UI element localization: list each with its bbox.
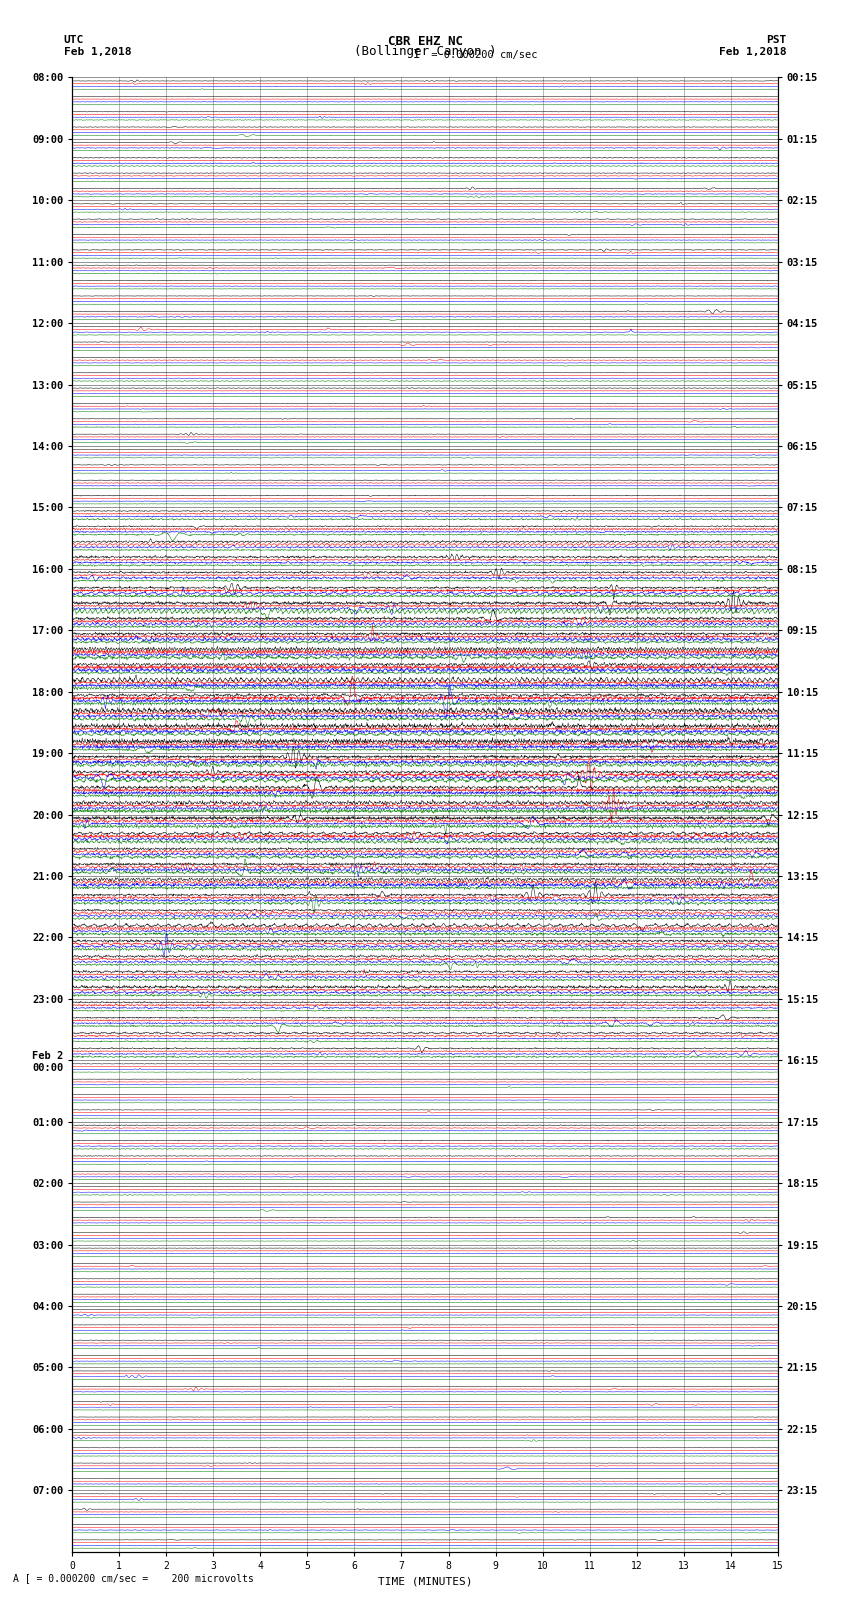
Text: (Bollinger Canyon ): (Bollinger Canyon ) — [354, 45, 496, 58]
Text: Feb 1,2018: Feb 1,2018 — [719, 47, 786, 56]
X-axis label: TIME (MINUTES): TIME (MINUTES) — [377, 1576, 473, 1586]
Text: I: I — [413, 48, 420, 61]
Text: A [ = 0.000200 cm/sec =    200 microvolts: A [ = 0.000200 cm/sec = 200 microvolts — [13, 1573, 253, 1582]
Text: CBR EHZ NC: CBR EHZ NC — [388, 35, 462, 48]
Text: UTC: UTC — [64, 35, 84, 45]
Text: PST: PST — [766, 35, 786, 45]
Text: Feb 1,2018: Feb 1,2018 — [64, 47, 131, 56]
Text: = 0.000200 cm/sec: = 0.000200 cm/sec — [425, 50, 537, 60]
